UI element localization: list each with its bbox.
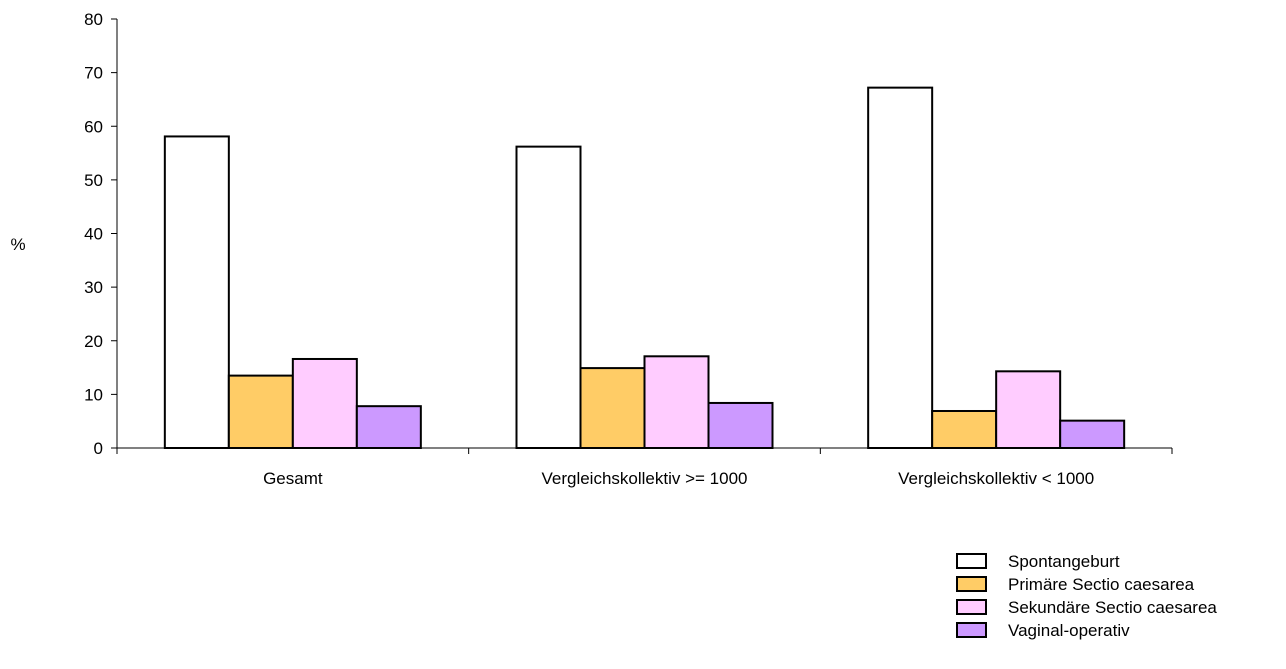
legend-swatch — [956, 599, 987, 615]
legend: Spontangeburt Primäre Sectio caesarea Seku… — [956, 552, 1217, 640]
bar — [163, 135, 230, 449]
y-tick-label: 20 — [84, 332, 103, 351]
legend-label: Spontangeburt — [1008, 552, 1120, 571]
y-tick-label: 80 — [84, 10, 103, 29]
x-tick-label: Vergleichskollektiv >= 1000 — [541, 469, 747, 488]
y-tick-label: 0 — [94, 439, 103, 458]
legend-label: Sekundäre Sectio caesarea — [1008, 598, 1217, 617]
y-tick-label: 50 — [84, 171, 103, 190]
x-tick-label: Gesamt — [263, 469, 323, 488]
y-tick-label: 60 — [84, 117, 103, 136]
y-tick-label: 70 — [84, 64, 103, 83]
legend-swatch — [956, 553, 987, 569]
legend-label: Vaginal-operativ — [1008, 621, 1130, 640]
bar — [579, 367, 646, 450]
bar — [867, 86, 934, 449]
bar — [643, 355, 710, 449]
x-tick-label: Vergleichskollektiv < 1000 — [898, 469, 1094, 488]
bar — [291, 357, 358, 450]
y-axis-label: % — [10, 235, 25, 254]
bar — [931, 409, 998, 449]
y-tick-label: 30 — [84, 278, 103, 297]
legend-swatch — [956, 576, 987, 592]
legend-swatch — [956, 622, 987, 638]
bar — [515, 145, 582, 449]
legend-label: Primäre Sectio caesarea — [1008, 575, 1195, 594]
bar — [355, 405, 422, 449]
y-tick-label: 10 — [84, 385, 103, 404]
bar — [707, 401, 774, 449]
bars — [163, 86, 1126, 450]
y-tick-label: 40 — [84, 225, 103, 244]
bar — [995, 370, 1062, 449]
bar — [1059, 419, 1126, 449]
x-axis-ticks: Gesamt Vergleichskollektiv >= 1000 Verglei… — [116, 448, 1173, 488]
bar — [227, 374, 294, 450]
y-axis-ticks: 0 10 20 30 40 50 60 70 80 — [84, 10, 117, 458]
